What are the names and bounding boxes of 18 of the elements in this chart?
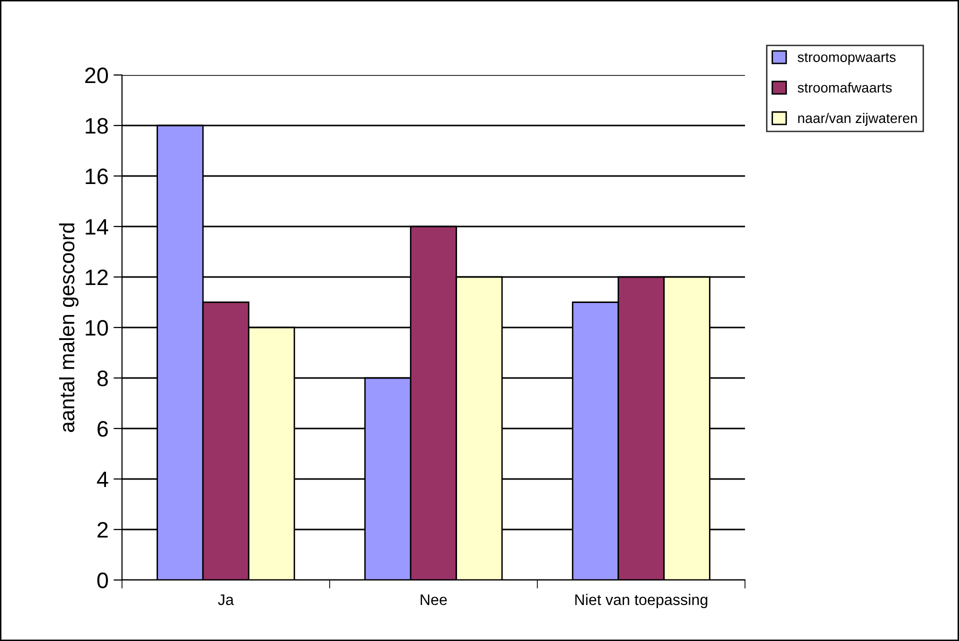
y-axis-title: aantal malen gescoord: [59, 223, 79, 432]
y-tick-label: 18: [86, 118, 108, 134]
y-tick-label: 0: [97, 572, 108, 588]
x-tick-label: Nee: [420, 594, 447, 606]
x-tick-label: Ja: [218, 594, 234, 606]
legend-label: stroomopwaarts: [798, 52, 896, 65]
y-tick-label: 16: [86, 168, 108, 184]
y-tick-label: 4: [96, 472, 108, 488]
legend-label: stroomafwaarts: [798, 82, 892, 93]
x-tick-label: Niet van toepassing: [575, 594, 708, 608]
y-tick-label: 6: [98, 421, 108, 437]
legend-label: naar/van zijwateren: [798, 112, 917, 126]
y-tick-label: 8: [97, 370, 108, 386]
y-tick-label: 2: [98, 522, 108, 538]
y-tick-label: 20: [85, 68, 108, 84]
y-tick-label: 10: [86, 320, 108, 336]
y-tick-label: 12: [86, 270, 108, 286]
y-tick-label: 14: [86, 219, 108, 235]
